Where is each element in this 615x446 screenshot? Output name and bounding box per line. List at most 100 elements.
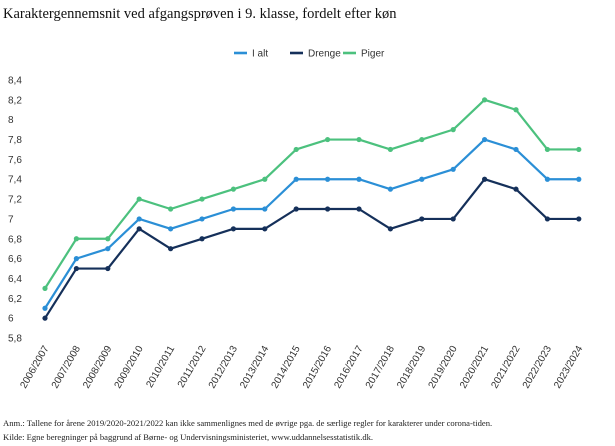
series-2 — [42, 97, 582, 291]
x-tick-label: 2021/2022 — [489, 344, 522, 391]
y-tick-label: 6,8 — [8, 234, 22, 245]
data-point — [230, 226, 236, 232]
x-tick-label: 2022/2023 — [521, 344, 554, 391]
y-tick-label: 8 — [8, 115, 14, 126]
data-point — [42, 305, 48, 311]
data-point — [419, 216, 425, 222]
x-tick-label: 2023/2024 — [552, 344, 585, 391]
y-tick-label: 8,4 — [8, 76, 22, 87]
data-point — [293, 146, 299, 153]
series-line — [44, 138, 579, 309]
x-tick-label: 2009/2010 — [113, 344, 146, 391]
data-point — [42, 285, 48, 291]
x-tick-label: 2017/2018 — [364, 344, 397, 391]
y-axis: 5,8 6 6,2 6,4 6,6 6,8 7 7,2 7,4 7,6 7,8 8 8,2 8,4 — [8, 76, 22, 345]
data-point — [105, 236, 111, 242]
data-point — [356, 206, 362, 212]
data-point — [513, 146, 519, 153]
legend-item: I alt — [234, 49, 268, 60]
data-point — [356, 136, 362, 143]
series-line — [44, 178, 579, 319]
x-tick-label: 2015/2016 — [301, 344, 334, 391]
chart-title: Karaktergennemsnit ved afgangsprøven i 9… — [3, 6, 397, 22]
data-point — [105, 246, 111, 252]
data-point — [325, 176, 331, 182]
data-point — [387, 146, 393, 153]
x-tick-label: 2007/2008 — [50, 344, 83, 391]
data-point — [450, 216, 456, 222]
data-point — [199, 216, 205, 222]
y-tick-label: 6,2 — [8, 294, 22, 305]
y-tick-label: 6 — [8, 314, 14, 325]
data-point — [544, 216, 551, 222]
x-tick-label: 2006/2007 — [18, 344, 51, 391]
data-point — [293, 206, 299, 212]
data-point — [482, 136, 488, 143]
data-point — [356, 176, 362, 182]
data-point — [42, 315, 48, 321]
data-point — [419, 136, 425, 143]
x-tick-label: 2020/2021 — [458, 344, 491, 391]
data-point — [168, 246, 174, 252]
y-tick-label: 7,6 — [8, 155, 22, 166]
data-point — [168, 206, 174, 212]
x-tick-label: 2011/2012 — [176, 344, 209, 390]
data-point — [419, 176, 425, 182]
data-point — [576, 146, 582, 153]
data-point — [199, 236, 205, 242]
legend-label: Drenge — [308, 49, 341, 60]
data-point — [576, 216, 582, 222]
plot-area — [42, 97, 582, 321]
data-point — [293, 176, 299, 182]
data-point — [136, 216, 142, 222]
data-point — [73, 236, 79, 242]
y-tick-label: 7,4 — [8, 175, 22, 186]
data-point — [199, 196, 205, 202]
legend-label: I alt — [252, 49, 268, 60]
data-point — [168, 226, 174, 232]
data-point — [325, 136, 331, 143]
data-point — [262, 206, 268, 212]
legend-item: Piger — [343, 49, 385, 60]
x-tick-label: 2019/2020 — [427, 344, 460, 391]
x-axis: 2006/20072007/20082008/20092009/20102010… — [18, 344, 585, 391]
legend: I alt Drenge Piger — [234, 49, 385, 60]
data-point — [544, 146, 551, 153]
data-point — [513, 107, 519, 113]
data-point — [387, 226, 393, 232]
x-tick-label: 2012/2013 — [207, 344, 240, 391]
data-point — [73, 256, 79, 262]
data-point — [105, 265, 111, 272]
y-tick-label: 5,8 — [8, 334, 22, 345]
data-point — [576, 176, 582, 182]
series-line — [44, 98, 579, 289]
data-point — [73, 265, 79, 272]
y-tick-label: 6,4 — [8, 274, 22, 285]
y-tick-label: 6,6 — [8, 254, 22, 265]
x-tick-label: 2010/2011 — [144, 344, 177, 390]
data-point — [262, 226, 268, 232]
series-1 — [42, 176, 582, 321]
data-point — [387, 186, 393, 192]
data-point — [513, 186, 519, 192]
legend-label: Piger — [361, 49, 385, 60]
x-tick-label: 2016/2017 — [332, 344, 365, 391]
chart-note: Anm.: Tallene for årene 2019/2020-2021/2… — [3, 418, 493, 428]
x-tick-label: 2014/2015 — [270, 344, 303, 391]
legend-item: Drenge — [290, 49, 341, 60]
data-point — [482, 176, 488, 182]
data-point — [482, 97, 488, 103]
y-tick-label: 7,2 — [8, 195, 22, 206]
data-point — [136, 196, 142, 202]
data-point — [136, 226, 142, 232]
data-point — [325, 206, 331, 212]
y-tick-label: 7,8 — [8, 135, 22, 146]
chart-source: Kilde: Egne beregninger på baggrund af B… — [3, 432, 374, 442]
x-tick-label: 2008/2009 — [81, 344, 114, 391]
data-point — [230, 206, 236, 212]
y-tick-label: 8,2 — [8, 95, 22, 106]
data-point — [230, 186, 236, 192]
data-point — [544, 176, 551, 182]
series-0 — [42, 136, 582, 311]
